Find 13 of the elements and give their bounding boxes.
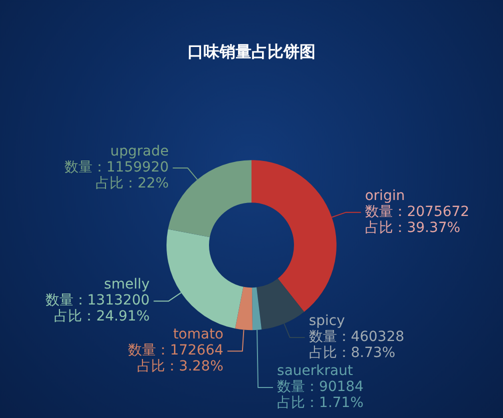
slice-label: upgrade <box>110 144 169 160</box>
slice-label: sauerkraut <box>277 363 354 380</box>
data-label: 数量：2075672 占比：39.37% <box>364 204 470 236</box>
data-label: 数量：172664 占比：3.28% <box>128 342 224 375</box>
slice-label: spicy <box>308 313 345 330</box>
data-label: 数量：1313200 占比：24.91% <box>45 292 150 325</box>
chart-title: 口味销量占比饼图 <box>188 42 316 61</box>
slice-label: tomato <box>173 326 224 343</box>
slice-label: origin <box>364 188 405 204</box>
data-label: 数量：1159920 占比：22% <box>64 160 169 192</box>
data-label: 数量：460328 占比：8.73% <box>308 329 404 362</box>
slice-label: smelly <box>104 276 150 293</box>
data-label: 数量：90184 占比：1.71% <box>277 379 364 412</box>
